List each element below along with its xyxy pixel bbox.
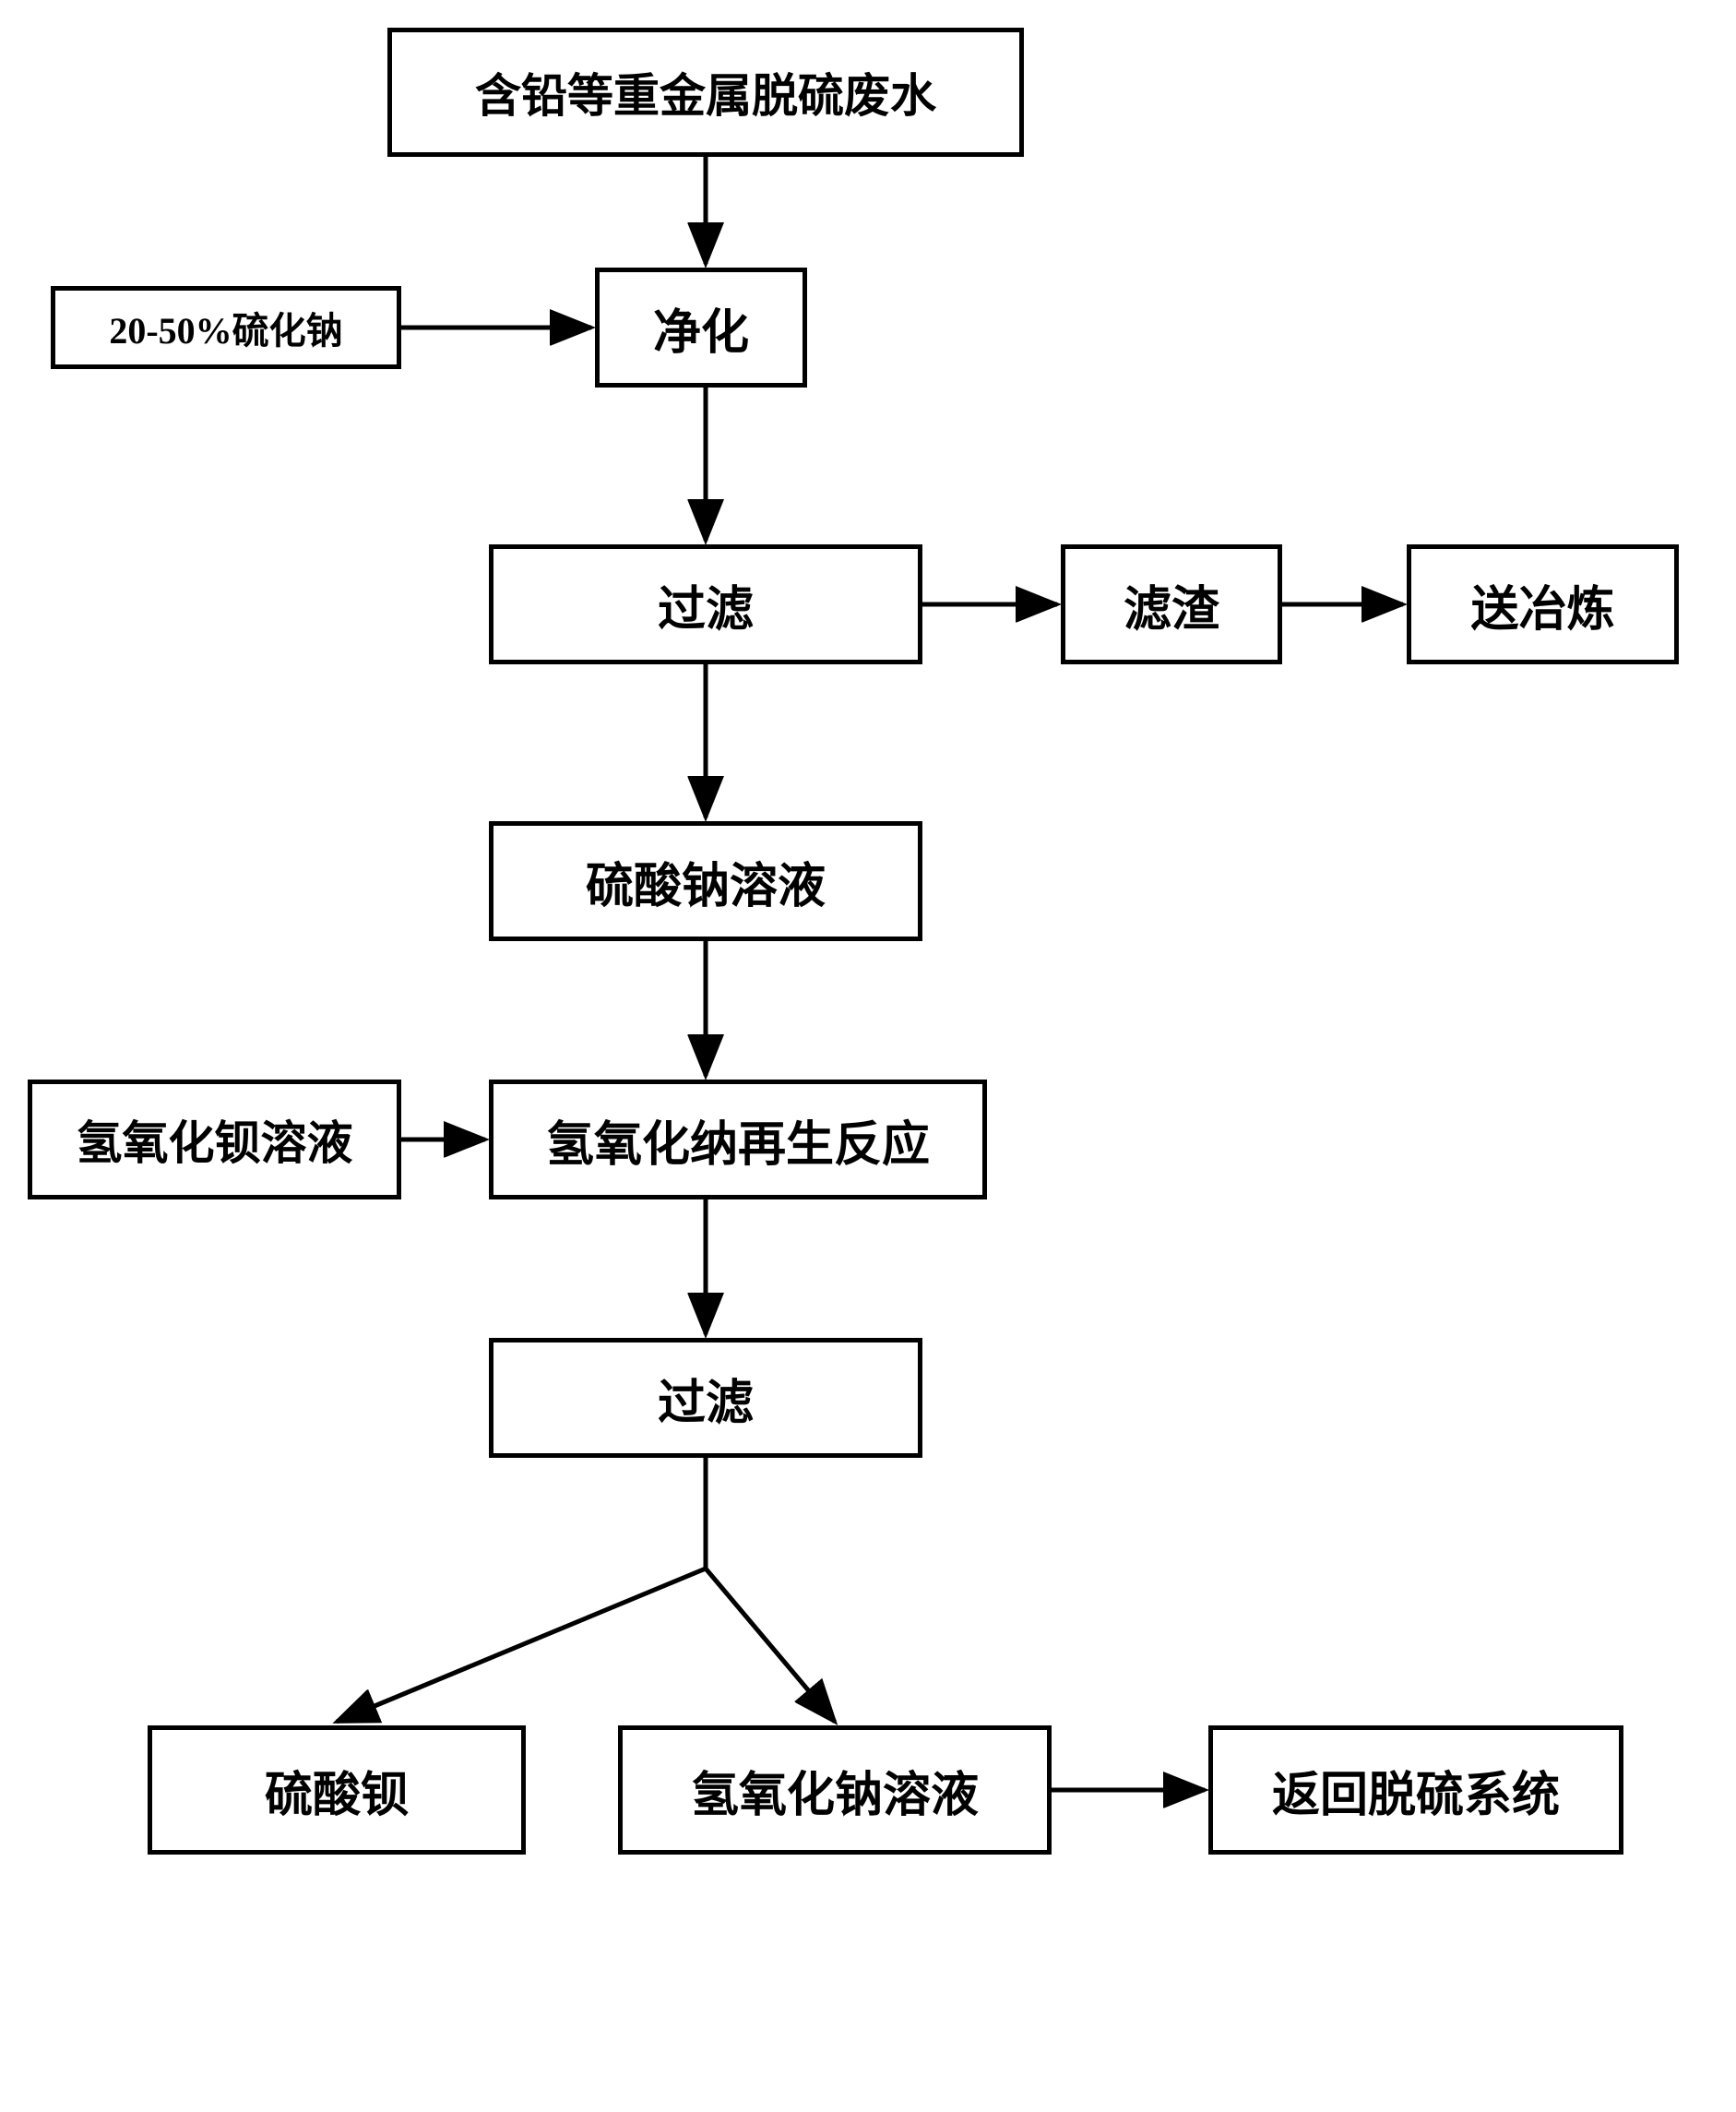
node-label: 过滤: [658, 570, 754, 639]
node-label: 送冶炼: [1470, 570, 1614, 639]
flowchart-node-n7: 硫酸钠溶液: [489, 821, 922, 941]
node-label: 氢氧化钡溶液: [77, 1106, 353, 1173]
flowchart-node-n4: 过滤: [489, 544, 922, 664]
flowchart-node-n12: 氢氧化钠溶液: [618, 1725, 1052, 1855]
flowchart-node-n1: 含铅等重金属脱硫废水: [387, 28, 1024, 157]
flowchart-node-n2: 20-50%硫化钠: [51, 286, 401, 369]
node-label: 净化: [653, 293, 749, 363]
flowchart-node-n5: 滤渣: [1061, 544, 1282, 664]
node-label: 含铅等重金属脱硫废水: [475, 59, 936, 125]
flowchart-node-n13: 返回脱硫系统: [1208, 1725, 1623, 1855]
flowchart-node-n3: 净化: [595, 268, 807, 388]
flowchart-node-n11: 硫酸钡: [148, 1725, 526, 1855]
node-label: 硫酸钡: [265, 1756, 409, 1825]
flowchart-node-n8: 氢氧化钡溶液: [28, 1080, 401, 1199]
node-label: 硫酸钠溶液: [586, 847, 826, 916]
flowchart-node-n10: 过滤: [489, 1338, 922, 1458]
flowchart-node-n6: 送冶炼: [1407, 544, 1679, 664]
node-label: 氢氧化钠溶液: [691, 1756, 979, 1825]
node-label: 20-50%硫化钠: [109, 301, 342, 354]
node-label: 返回脱硫系统: [1272, 1756, 1560, 1825]
node-label: 过滤: [658, 1364, 754, 1433]
flowchart-node-n9: 氢氧化纳再生反应: [489, 1080, 987, 1199]
node-label: 氢氧化纳再生反应: [546, 1105, 930, 1175]
node-label: 滤渣: [1124, 570, 1219, 639]
